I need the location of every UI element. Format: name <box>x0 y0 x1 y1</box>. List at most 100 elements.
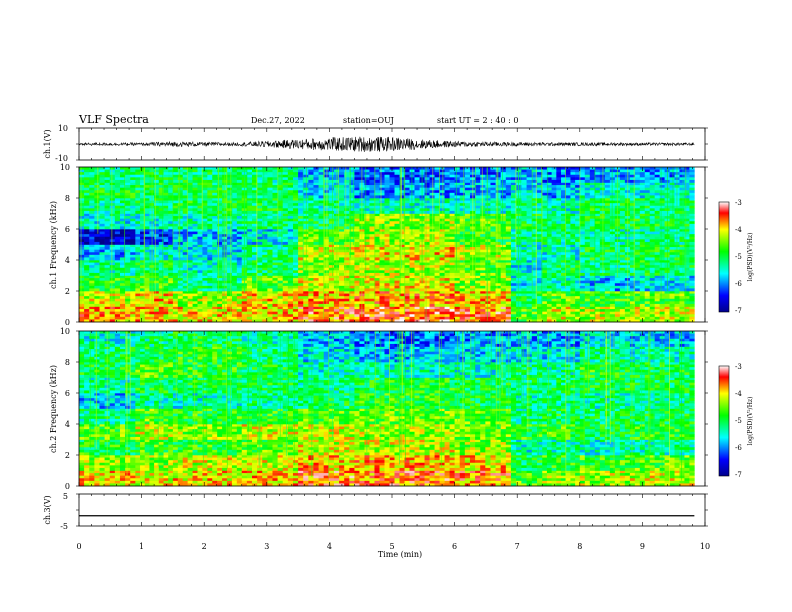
heatmap-cell <box>464 236 471 240</box>
heatmap-cell <box>399 257 405 261</box>
heatmap-cell <box>318 293 325 297</box>
heatmap-cell <box>349 205 355 209</box>
heatmap-cell <box>109 223 116 227</box>
heatmap-cell <box>449 198 455 201</box>
heatmap-cell <box>158 213 164 217</box>
heatmap-cell <box>364 226 370 230</box>
heatmap-cell <box>119 280 126 284</box>
heatmap-cell <box>439 231 445 235</box>
heatmap-cell <box>323 254 330 258</box>
heatmap-cell <box>490 244 496 248</box>
heatmap-cell <box>384 169 390 173</box>
heatmap-cell <box>197 169 203 173</box>
heatmap-cell <box>419 293 425 297</box>
heatmap-cell <box>114 306 121 310</box>
heatmap-cell <box>424 200 430 204</box>
heatmap-cell <box>404 226 410 230</box>
heatmap-cell <box>212 208 218 212</box>
heatmap-cell <box>409 285 415 289</box>
heatmap-cell <box>158 283 164 287</box>
heatmap-cell <box>207 226 213 230</box>
heatmap-cell <box>313 278 319 281</box>
heatmap-cell <box>236 283 243 287</box>
heatmap-cell <box>182 216 188 219</box>
heatmap-cell <box>339 303 345 307</box>
heatmap-cell <box>262 231 268 235</box>
heatmap-cell <box>394 285 400 289</box>
heatmap-cell <box>277 309 284 312</box>
heatmap-cell <box>394 192 400 196</box>
heatmap-cell <box>135 182 141 186</box>
heatmap-cell <box>236 203 243 207</box>
heatmap-cell <box>424 208 430 212</box>
heatmap-cell <box>308 223 314 227</box>
heatmap-cell <box>429 210 435 214</box>
heatmap-cell <box>323 252 330 256</box>
heatmap-cell <box>404 252 410 256</box>
heatmap-cell <box>394 172 400 176</box>
heatmap-cell <box>104 283 111 287</box>
heatmap-cell <box>144 185 150 188</box>
heatmap-cell <box>374 283 380 287</box>
heatmap-cell <box>394 195 400 199</box>
heatmap-cell <box>135 257 141 261</box>
heatmap-cell <box>231 229 238 232</box>
heatmap-cell <box>241 303 248 307</box>
heatmap-cell <box>79 216 85 219</box>
heatmap-cell <box>469 278 476 281</box>
heatmap-cell <box>94 167 100 170</box>
heatmap-cell <box>404 291 410 294</box>
heatmap-cell <box>207 239 213 243</box>
heatmap-cell <box>439 291 445 294</box>
heatmap-cell <box>282 185 289 188</box>
heatmap-cell <box>182 314 188 318</box>
heatmap-cell <box>480 314 486 318</box>
heatmap-cell <box>414 203 420 207</box>
heatmap-cell <box>177 293 184 297</box>
heatmap-cell <box>399 236 405 240</box>
heatmap-cell <box>399 272 405 276</box>
heatmap-cell <box>409 275 415 279</box>
heatmap-cell <box>414 285 420 289</box>
heatmap-cell <box>404 223 410 227</box>
heatmap-cell <box>125 301 131 305</box>
heatmap-cell <box>282 311 289 315</box>
heatmap-cell <box>404 270 410 274</box>
heatmap-cell <box>246 260 253 263</box>
heatmap-cell <box>500 270 507 274</box>
heatmap-cell <box>130 182 136 186</box>
heatmap-cell <box>158 316 164 320</box>
heatmap-cell <box>444 218 450 222</box>
heatmap-cell <box>140 177 146 181</box>
heatmap-cell <box>444 311 450 315</box>
heatmap-cell <box>252 182 258 186</box>
heatmap-cell <box>158 288 164 292</box>
heatmap-cell <box>287 301 294 305</box>
heatmap-cell <box>246 288 253 292</box>
heatmap-cell <box>135 241 141 245</box>
heatmap-cell <box>246 306 253 310</box>
heatmap-cell <box>231 210 238 214</box>
heatmap-cell <box>154 270 160 274</box>
heatmap-cell <box>303 293 309 297</box>
heatmap-cell <box>298 267 304 271</box>
heatmap-cell <box>434 301 440 305</box>
heatmap-cell <box>140 257 146 261</box>
heatmap-cell <box>177 172 184 176</box>
heatmap-cell <box>464 306 471 310</box>
heatmap-cell <box>252 254 258 258</box>
heatmap-cell <box>449 288 455 292</box>
heatmap-cell <box>163 311 169 315</box>
heatmap-cell <box>197 182 203 186</box>
heatmap-cell <box>485 301 491 305</box>
heatmap-cell <box>369 314 375 318</box>
heatmap-cell <box>394 293 400 297</box>
heatmap-cell <box>424 306 430 310</box>
heatmap-cell <box>192 283 198 287</box>
heatmap-cell <box>154 192 160 196</box>
heatmap-cell <box>272 226 278 230</box>
heatmap-cell <box>313 182 319 186</box>
heatmap-cell <box>231 234 238 238</box>
heatmap-cell <box>197 177 203 181</box>
heatmap-cell <box>404 229 410 232</box>
